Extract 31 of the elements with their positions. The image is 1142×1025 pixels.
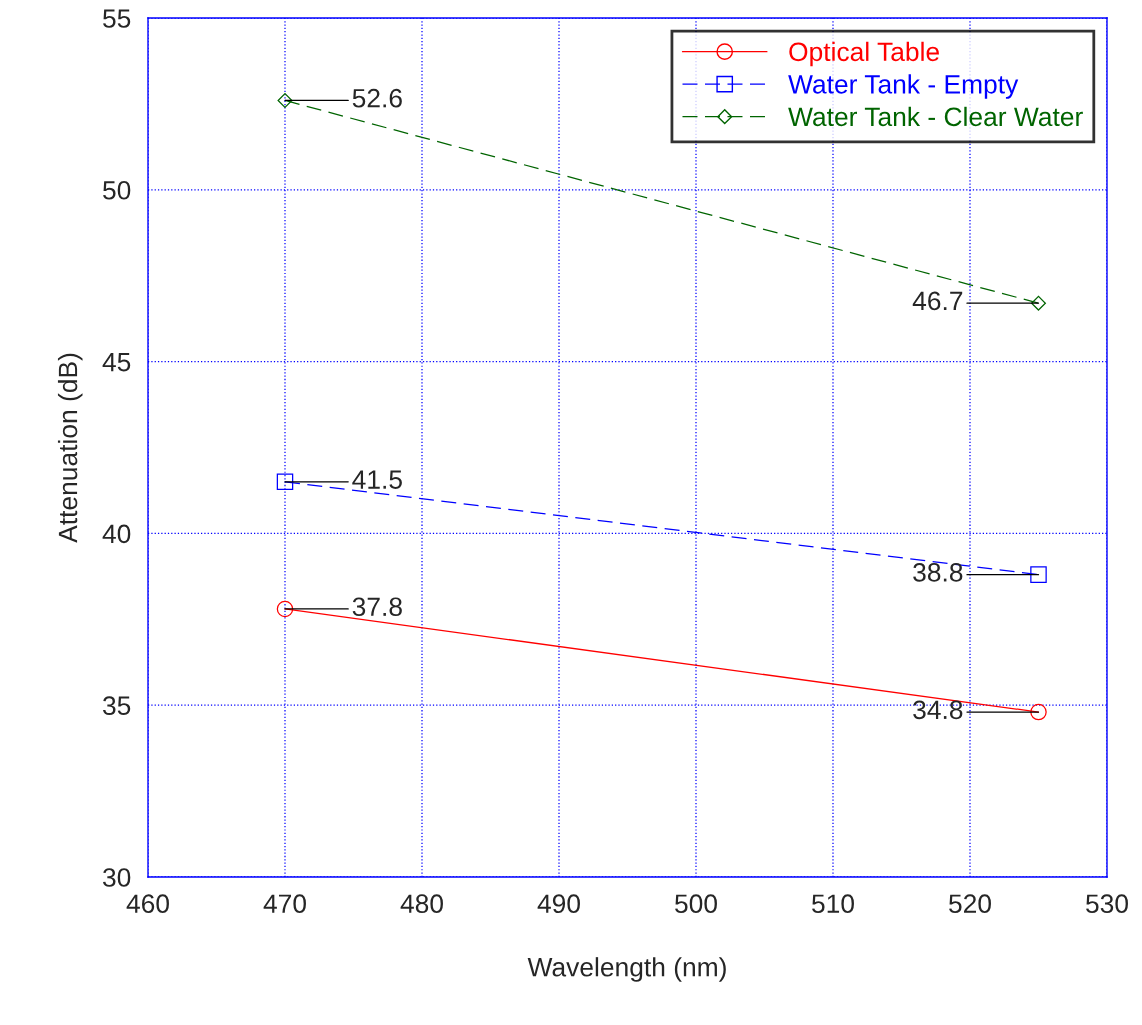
x-tick-label: 490 bbox=[537, 894, 580, 914]
x-tick-label: 530 bbox=[1086, 894, 1128, 914]
y-tick-label: 45 bbox=[102, 353, 131, 372]
point bbox=[277, 92, 293, 108]
data-label: 46.7 bbox=[912, 291, 963, 311]
x-tick-label: 460 bbox=[126, 894, 169, 914]
data-label: 37.8 bbox=[352, 597, 402, 617]
y-tick-label: 40 bbox=[102, 524, 131, 544]
x-tick-label: 480 bbox=[400, 894, 443, 914]
y-tick-label: 55 bbox=[103, 9, 131, 28]
point bbox=[276, 600, 294, 618]
point bbox=[1030, 703, 1047, 721]
x-tick-label: 520 bbox=[949, 894, 991, 914]
x-tick-label: 470 bbox=[263, 894, 306, 914]
point bbox=[1031, 295, 1046, 311]
x-axis-title: Wavelength (nm) bbox=[527, 957, 726, 982]
y-axis-title: Attenuation (dB) bbox=[57, 353, 83, 543]
y-tick-label: 30 bbox=[102, 868, 131, 887]
legend-label: Optical Table bbox=[789, 41, 939, 67]
data-label: 52.6 bbox=[352, 88, 402, 108]
x-tick-label: 510 bbox=[812, 894, 854, 914]
legend-label: Water Tank - Clear Water bbox=[788, 106, 1083, 127]
point bbox=[276, 473, 294, 491]
x-tick-label: 500 bbox=[675, 894, 717, 914]
y-tick-label: 50 bbox=[103, 180, 131, 200]
point bbox=[1030, 566, 1047, 583]
legend-label: Water Tank - Empty bbox=[788, 74, 1019, 99]
data-label: 38.8 bbox=[913, 563, 963, 582]
data-label: 34.8 bbox=[913, 700, 963, 720]
y-tick-label: 35 bbox=[102, 696, 131, 716]
data-label: 41.5 bbox=[352, 470, 402, 489]
